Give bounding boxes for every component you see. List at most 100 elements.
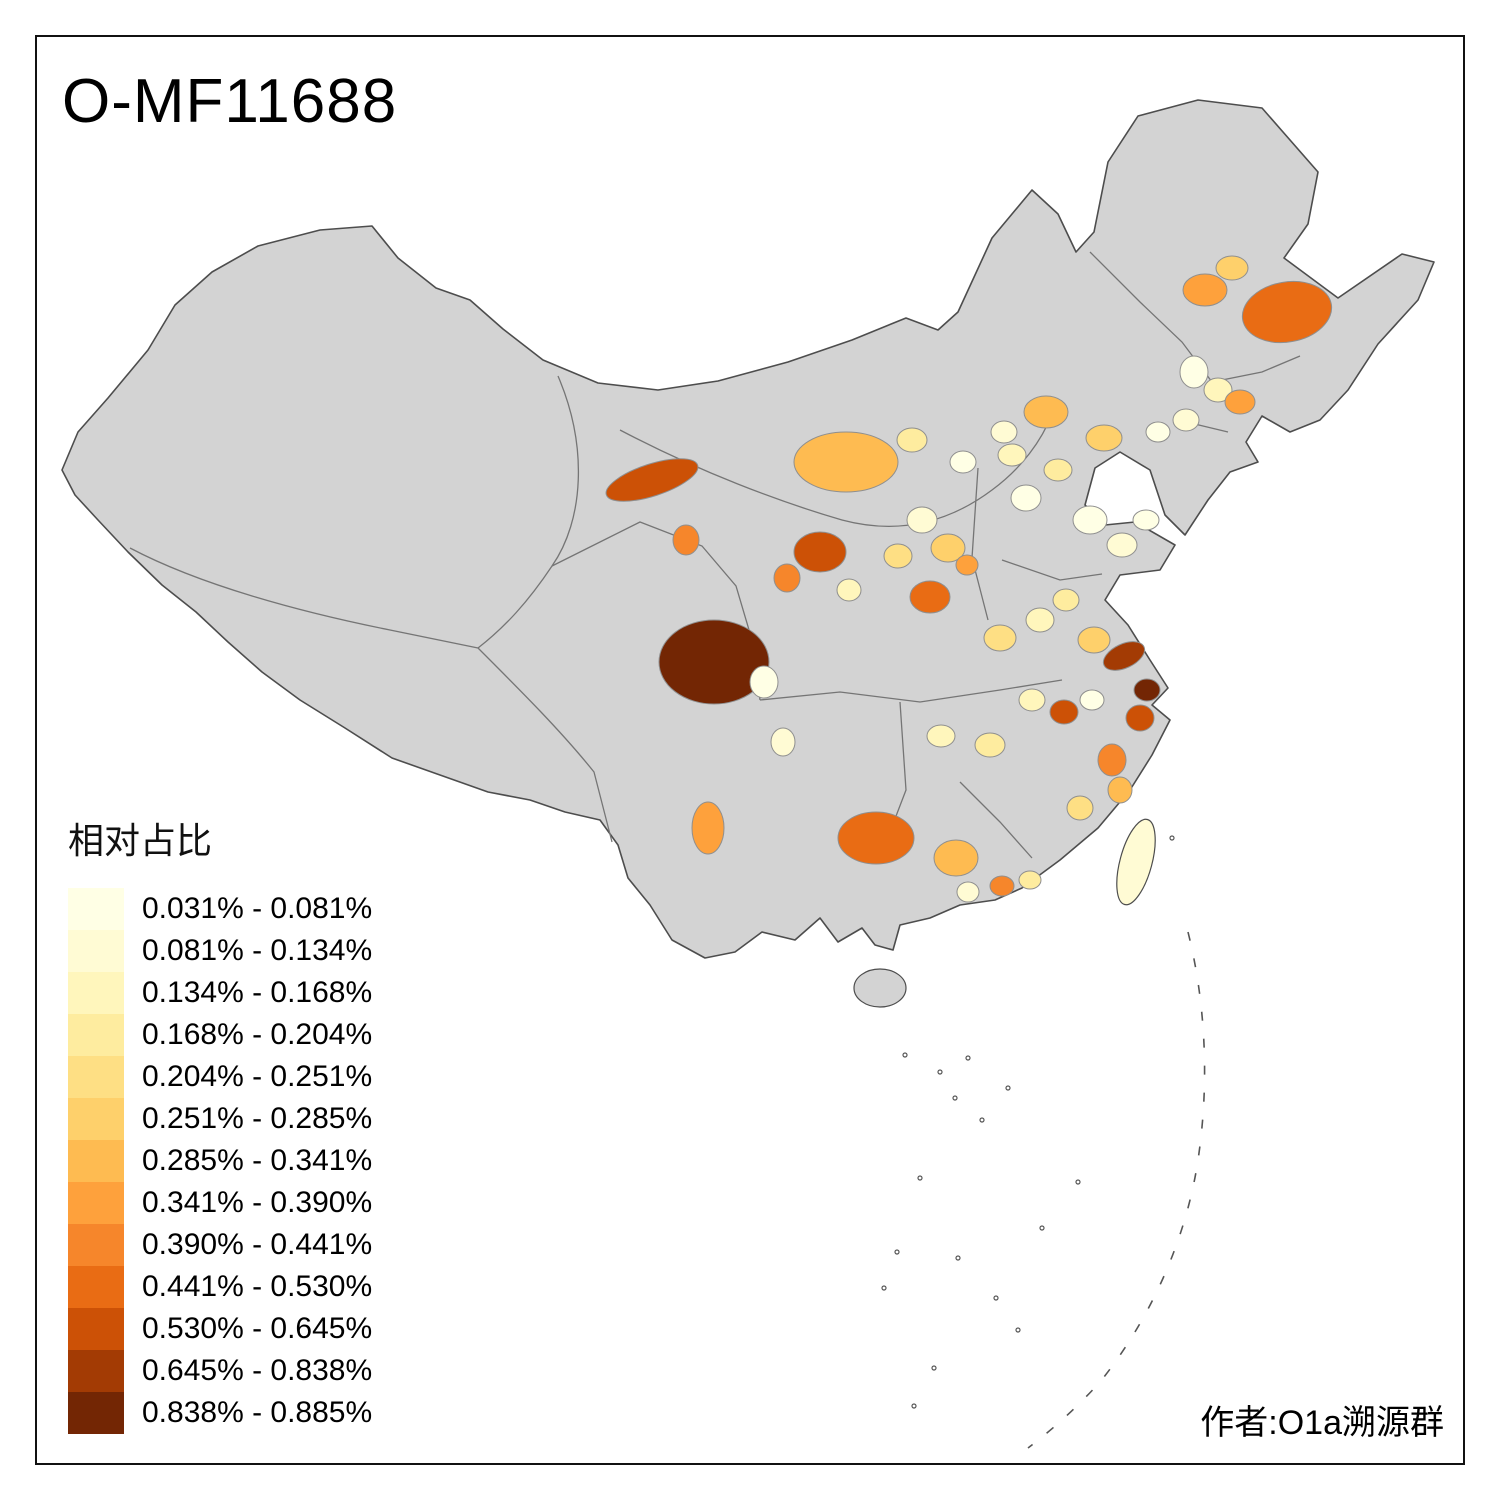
china-mainland — [61, 99, 1435, 959]
map-region — [1018, 870, 1042, 890]
map-region — [1107, 776, 1133, 804]
legend-label: 0.204% - 0.251% — [142, 1060, 373, 1093]
map-region — [933, 839, 979, 877]
map-region — [1241, 280, 1333, 344]
map-region — [1025, 607, 1055, 633]
map-region — [749, 665, 779, 699]
map-region — [1215, 255, 1249, 281]
map-region — [1077, 626, 1111, 654]
map-region — [1052, 588, 1080, 612]
legend-entry: 0.168% - 0.204% — [68, 1014, 372, 1056]
map-region — [1043, 458, 1073, 482]
map-region — [1018, 688, 1046, 712]
legend-entry: 0.285% - 0.341% — [68, 1140, 372, 1182]
map-region — [658, 619, 770, 705]
map-region — [1010, 484, 1042, 512]
map-region — [770, 727, 796, 757]
map-region — [672, 524, 700, 556]
legend-label: 0.645% - 0.838% — [142, 1354, 373, 1387]
map-region — [989, 875, 1015, 897]
map-region — [906, 506, 938, 534]
legend: 相对占比 0.031% - 0.081% 0.081% - 0.134% 0.134… — [68, 812, 372, 1434]
page-title: O-MF11688 — [62, 67, 398, 136]
map-region — [1133, 678, 1161, 702]
map-region — [793, 431, 899, 493]
legend-label: 0.530% - 0.645% — [142, 1312, 373, 1345]
legend-label: 0.341% - 0.390% — [142, 1186, 373, 1219]
map-region — [691, 801, 725, 855]
scs-dashed-line — [1027, 931, 1206, 1449]
map-region — [836, 578, 862, 602]
map-region — [930, 533, 966, 563]
map-region — [1224, 389, 1256, 415]
map-region — [1102, 641, 1146, 671]
legend-rows: 0.031% - 0.081% 0.081% - 0.134% 0.134% - 0… — [68, 888, 372, 1434]
map-region — [1132, 509, 1160, 531]
legend-entry: 0.031% - 0.081% — [68, 888, 372, 930]
legend-swatch — [68, 1098, 124, 1140]
map-region — [1179, 355, 1209, 389]
legend-swatch — [68, 1056, 124, 1098]
legend-swatch — [68, 1224, 124, 1266]
map-region — [1125, 704, 1155, 732]
legend-swatch — [68, 972, 124, 1014]
legend-entry: 0.081% - 0.134% — [68, 930, 372, 972]
map-region — [955, 554, 979, 576]
map-region — [990, 420, 1018, 444]
map-region — [1023, 395, 1069, 429]
legend-swatch — [68, 888, 124, 930]
legend-entry: 0.838% - 0.885% — [68, 1392, 372, 1434]
map-region — [949, 450, 977, 474]
legend-swatch — [68, 930, 124, 972]
legend-swatch — [68, 1308, 124, 1350]
legend-title: 相对占比 — [68, 820, 213, 861]
map-region — [909, 580, 951, 614]
legend-label: 0.390% - 0.441% — [142, 1228, 373, 1261]
legend-label: 0.285% - 0.341% — [142, 1144, 373, 1177]
map-region — [1097, 743, 1127, 777]
legend-label: 0.251% - 0.285% — [142, 1102, 373, 1135]
legend-entry: 0.390% - 0.441% — [68, 1224, 372, 1266]
legend-entry: 0.530% - 0.645% — [68, 1308, 372, 1350]
map-region — [1106, 532, 1138, 558]
map-region — [1145, 421, 1171, 443]
regions-layer — [605, 255, 1333, 903]
map-region — [605, 458, 699, 502]
legend-entry: 0.251% - 0.285% — [68, 1098, 372, 1140]
legend-label: 0.081% - 0.134% — [142, 934, 373, 967]
legend-label: 0.168% - 0.204% — [142, 1018, 373, 1051]
map-region — [793, 531, 847, 573]
taiwan-island — [1116, 818, 1156, 906]
map-region — [1066, 795, 1094, 821]
hainan-island — [853, 968, 907, 1008]
legend-swatch — [68, 1014, 124, 1056]
map-region — [997, 443, 1027, 467]
map-region — [773, 563, 801, 593]
legend-label: 0.134% - 0.168% — [142, 976, 373, 1009]
map-region — [926, 724, 956, 748]
map-region — [1079, 689, 1105, 711]
island-dots — [881, 835, 1175, 1409]
map-region — [1085, 424, 1123, 452]
legend-swatch — [68, 1350, 124, 1392]
credit-text: 作者:O1a溯源群 — [1200, 1404, 1444, 1442]
legend-swatch — [68, 1182, 124, 1224]
map-region — [1182, 273, 1228, 307]
legend-label: 0.441% - 0.530% — [142, 1270, 373, 1303]
map-region — [1172, 408, 1200, 432]
legend-label: 0.838% - 0.885% — [142, 1396, 373, 1429]
legend-label: 0.031% - 0.081% — [142, 892, 373, 925]
legend-entry: 0.645% - 0.838% — [68, 1350, 372, 1392]
legend-entry: 0.341% - 0.390% — [68, 1182, 372, 1224]
map-region — [1049, 699, 1079, 725]
map-region — [896, 427, 928, 453]
legend-entry: 0.134% - 0.168% — [68, 972, 372, 1014]
map-region — [1072, 505, 1108, 535]
legend-swatch — [68, 1140, 124, 1182]
legend-entry: 0.204% - 0.251% — [68, 1056, 372, 1098]
legend-entry: 0.441% - 0.530% — [68, 1266, 372, 1308]
map-region — [883, 543, 913, 569]
map-region — [983, 624, 1017, 652]
